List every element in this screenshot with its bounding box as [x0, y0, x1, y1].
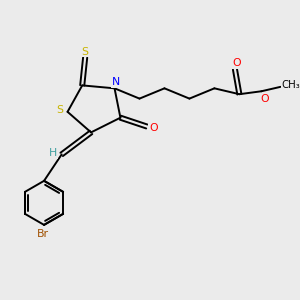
Text: N: N	[112, 77, 120, 88]
Text: H: H	[49, 148, 58, 158]
Text: O: O	[232, 58, 241, 68]
Text: CH₃: CH₃	[281, 80, 300, 90]
Text: O: O	[149, 123, 158, 133]
Text: O: O	[260, 94, 269, 103]
Text: Br: Br	[37, 229, 49, 239]
Text: S: S	[57, 105, 64, 116]
Text: S: S	[82, 46, 89, 57]
